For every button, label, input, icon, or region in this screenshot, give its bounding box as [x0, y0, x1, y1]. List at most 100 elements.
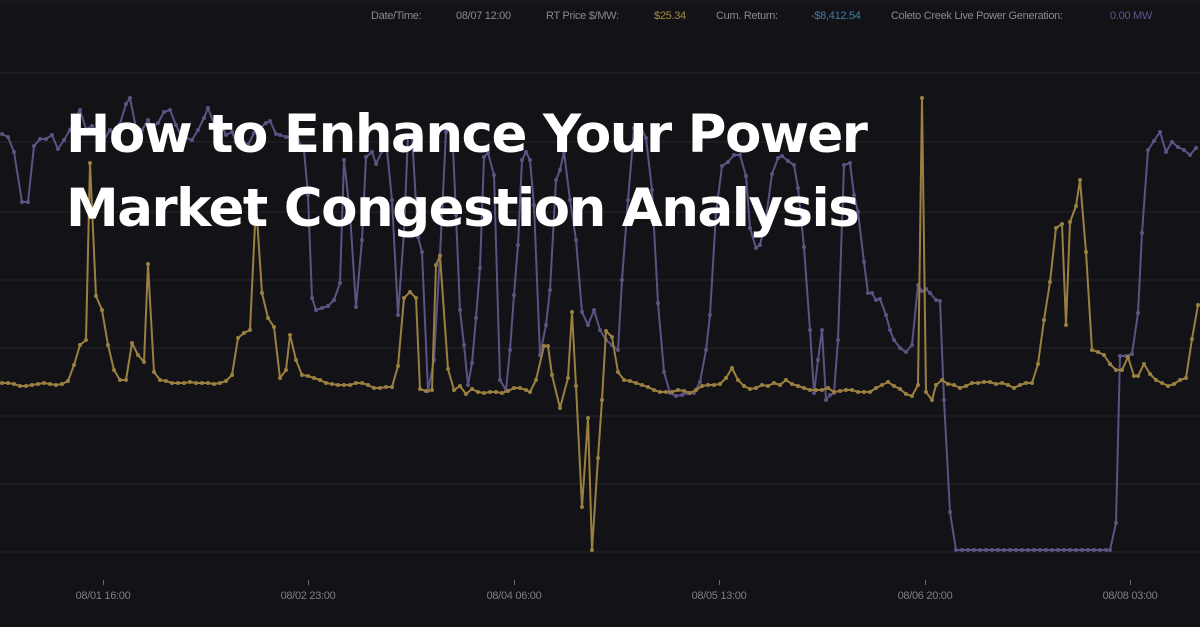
x-tick-label: 08/08 03:00: [1102, 590, 1158, 602]
data-point: [596, 456, 600, 460]
data-point: [532, 203, 536, 207]
x-tick: [1130, 580, 1131, 585]
data-point: [12, 150, 16, 154]
data-point: [370, 150, 374, 154]
data-point: [156, 121, 160, 125]
data-point: [568, 198, 572, 202]
data-point: [390, 385, 394, 389]
data-point: [312, 376, 316, 380]
data-point: [100, 308, 104, 312]
data-point: [1062, 548, 1066, 552]
data-point: [688, 391, 692, 395]
generation-value: 0.00 MW: [1110, 10, 1152, 22]
data-point: [302, 148, 306, 152]
data-point: [892, 384, 896, 388]
data-point: [62, 138, 66, 142]
data-point: [90, 124, 94, 128]
data-point: [528, 158, 532, 162]
x-tick: [925, 580, 926, 585]
data-point: [252, 131, 256, 135]
data-point: [826, 386, 830, 390]
data-point: [482, 155, 486, 159]
data-point: [574, 238, 578, 242]
data-point: [474, 316, 478, 320]
data-point: [972, 548, 976, 552]
data-point: [1064, 323, 1068, 327]
data-point: [724, 376, 728, 380]
data-point: [450, 123, 454, 127]
data-point: [136, 353, 140, 357]
data-point: [848, 161, 852, 165]
data-point: [632, 126, 636, 130]
data-point: [306, 193, 310, 197]
data-point: [904, 392, 908, 396]
data-point: [1152, 139, 1156, 143]
data-point: [862, 390, 866, 394]
data-point: [494, 390, 498, 394]
data-point: [72, 363, 76, 367]
data-point: [1014, 548, 1018, 552]
data-point: [738, 153, 742, 157]
data-point: [314, 308, 318, 312]
data-point: [66, 379, 70, 383]
data-point: [760, 383, 764, 387]
data-point: [152, 370, 156, 374]
data-point: [586, 323, 590, 327]
data-point: [32, 144, 36, 148]
data-point: [336, 383, 340, 387]
data-point: [30, 383, 34, 387]
x-tick-label: 08/02 23:00: [280, 590, 336, 602]
data-point: [694, 388, 698, 392]
x-tick-label: 08/01 16:00: [75, 590, 131, 602]
data-point: [1104, 548, 1108, 552]
data-point: [1026, 548, 1030, 552]
data-point: [528, 390, 532, 394]
data-point: [0, 381, 4, 385]
data-point: [620, 278, 624, 282]
data-point: [88, 161, 92, 165]
data-point: [1074, 204, 1078, 208]
data-point: [1084, 250, 1088, 254]
data-point: [1012, 386, 1016, 390]
data-point: [856, 390, 860, 394]
data-point: [1002, 548, 1006, 552]
data-point: [904, 350, 908, 354]
data-point: [1006, 383, 1010, 387]
x-tick: [719, 580, 720, 585]
data-point: [1036, 362, 1040, 366]
data-point: [562, 150, 566, 154]
data-point: [240, 138, 244, 142]
readout-header: Date/Time: 08/07 12:00 RT Price $/MW: $2…: [0, 10, 1200, 26]
data-point: [646, 385, 650, 389]
data-point: [284, 135, 288, 139]
data-point: [200, 381, 204, 385]
data-point: [1044, 548, 1048, 552]
data-point: [512, 293, 516, 297]
data-point: [1194, 146, 1198, 150]
data-point: [466, 383, 470, 387]
data-point: [306, 374, 310, 378]
data-point: [196, 128, 200, 132]
data-point: [748, 387, 752, 391]
data-point: [492, 173, 496, 177]
data-point: [420, 250, 424, 254]
data-point: [360, 238, 364, 242]
data-point: [1030, 381, 1034, 385]
data-point: [402, 230, 406, 234]
data-point: [184, 136, 188, 140]
data-point: [396, 313, 400, 317]
data-point: [434, 263, 438, 267]
data-point: [1132, 374, 1136, 378]
data-point: [1098, 548, 1102, 552]
data-point: [470, 387, 474, 391]
data-point: [206, 106, 210, 110]
data-point: [1130, 352, 1134, 356]
data-point: [626, 198, 630, 202]
data-point: [670, 390, 674, 394]
data-point: [26, 200, 30, 204]
data-point: [518, 386, 522, 390]
data-point: [254, 201, 258, 205]
data-point: [796, 384, 800, 388]
data-point: [54, 383, 58, 387]
data-point: [844, 388, 848, 392]
